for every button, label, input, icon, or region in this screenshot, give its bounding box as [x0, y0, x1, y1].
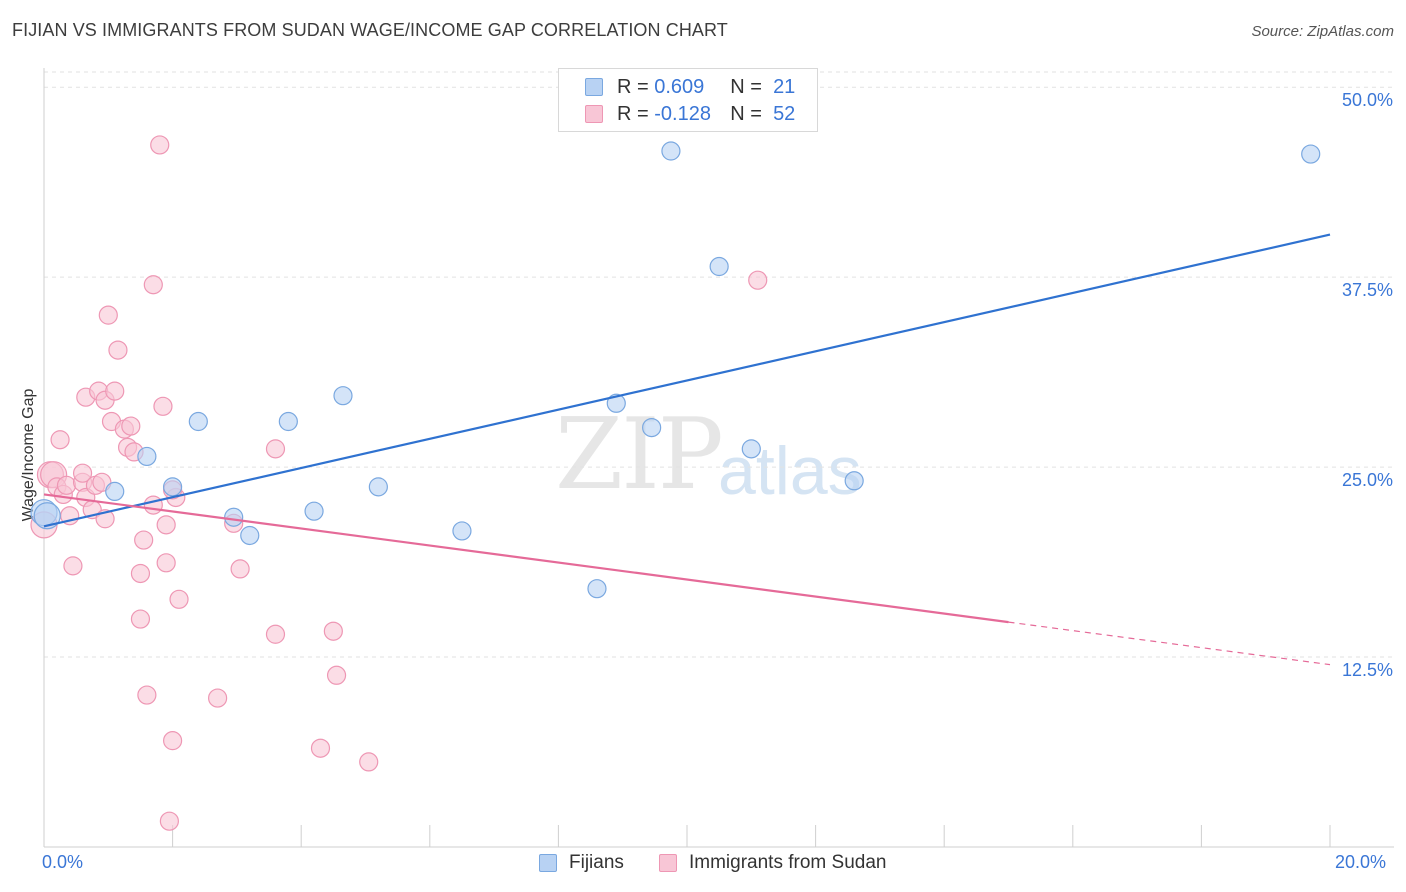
sudan-trend-line — [43, 493, 1009, 624]
n-label: N = — [730, 75, 762, 98]
sudan-point — [153, 396, 173, 416]
sudan-point — [159, 811, 179, 831]
sudan-point — [98, 305, 118, 325]
sudan-point — [56, 475, 77, 495]
sudan-legend-swatch — [659, 854, 677, 872]
axes — [43, 68, 1394, 848]
fijians-n-value: 21 — [773, 75, 796, 98]
fijian-point — [741, 439, 761, 459]
sudan-point — [748, 270, 768, 290]
sudan-point — [359, 752, 379, 772]
fijian-point — [224, 507, 244, 527]
fijian-point — [105, 481, 125, 502]
fijian-point — [137, 446, 157, 467]
fijian-point — [452, 521, 472, 541]
fijian-point — [33, 502, 61, 530]
legend-item-sudan[interactable]: Immigrants from Sudan — [659, 852, 886, 874]
fijian-point — [587, 579, 607, 599]
sudan-trend-extension — [1008, 621, 1331, 666]
y-tick-label: 12.5% — [1341, 660, 1393, 681]
sudan-point — [310, 738, 331, 758]
sudan-point — [72, 463, 93, 483]
watermark-zip: ZIP — [555, 398, 724, 512]
legend-row-sudan: R = -0.128 N = 52 — [585, 101, 795, 127]
r-label: R = — [617, 75, 649, 98]
fijian-point — [606, 393, 626, 413]
fijian-point — [1301, 144, 1321, 164]
fijian-points — [30, 141, 1321, 599]
watermark-atlas: atlas — [718, 433, 862, 509]
fijians-legend-swatch — [539, 854, 557, 872]
sudan-point — [169, 589, 189, 609]
legend-row-fijians: R = 0.609 N = 21 — [585, 74, 795, 100]
sudan-point — [134, 530, 154, 550]
sudan-point — [326, 665, 347, 685]
sudan-point — [63, 556, 83, 576]
fijian-point — [709, 256, 729, 277]
y-tick-label: 50.0% — [1341, 90, 1393, 111]
sudan-r-value: -0.128 — [654, 102, 711, 125]
fijian-point — [188, 411, 208, 432]
fijian-point — [163, 477, 183, 497]
fijians-r-value: 0.609 — [654, 75, 705, 98]
x-tick-label-max: 20.0% — [1335, 852, 1387, 872]
sudan-point — [121, 416, 141, 436]
sudan-point — [105, 381, 125, 401]
sudan-point — [163, 731, 183, 751]
chart-title: FIJIAN VS IMMIGRANTS FROM SUDAN WAGE/INC… — [12, 20, 728, 40]
sudan-point — [265, 439, 286, 459]
sudan-point — [150, 135, 170, 155]
legend-label-sudan: Immigrants from Sudan — [689, 852, 887, 873]
sudan-point — [143, 275, 163, 295]
sudan-point — [130, 563, 151, 584]
n-label: N = — [730, 102, 762, 125]
sudan-point — [265, 624, 286, 644]
sudan-n-value: 52 — [773, 102, 796, 125]
sudan-point — [208, 688, 228, 708]
y-tick-label: 37.5% — [1341, 280, 1393, 301]
legend-item-fijians[interactable]: Fijians — [539, 852, 624, 874]
sudan-point — [130, 609, 151, 629]
legend-label-fijians: Fijians — [569, 852, 624, 873]
correlation-legend: R = 0.609 N = 21 R = -0.128 N = 52 — [558, 68, 818, 132]
sudan-point — [156, 553, 176, 573]
sudan-point — [323, 621, 343, 641]
fijian-point — [844, 471, 864, 491]
fijian-point — [278, 411, 298, 432]
source-label: Source: ZipAtlas.com — [1251, 23, 1394, 40]
fijian-point — [333, 386, 353, 406]
sudan-point — [108, 340, 128, 360]
sudan-point — [143, 495, 163, 515]
r-label: R = — [617, 102, 649, 125]
fijian-trend-line — [43, 233, 1331, 528]
sudan-swatch — [585, 105, 603, 123]
sudan-point — [50, 430, 70, 450]
fijian-point — [642, 417, 662, 438]
sudan-point — [156, 515, 176, 535]
fijians-swatch — [585, 78, 603, 96]
y-tick-label: 25.0% — [1341, 470, 1393, 491]
x-tick-label-min: 0.0% — [42, 852, 84, 872]
trend-lines — [43, 233, 1331, 666]
fijian-point — [304, 501, 324, 521]
fijian-point — [368, 477, 388, 497]
fijian-point — [240, 525, 260, 546]
sudan-point — [230, 559, 250, 579]
sudan-points — [30, 135, 768, 831]
sudan-point — [137, 685, 157, 705]
fijian-point — [661, 141, 681, 161]
series-legend: Fijians Immigrants from Sudan — [0, 850, 1406, 878]
